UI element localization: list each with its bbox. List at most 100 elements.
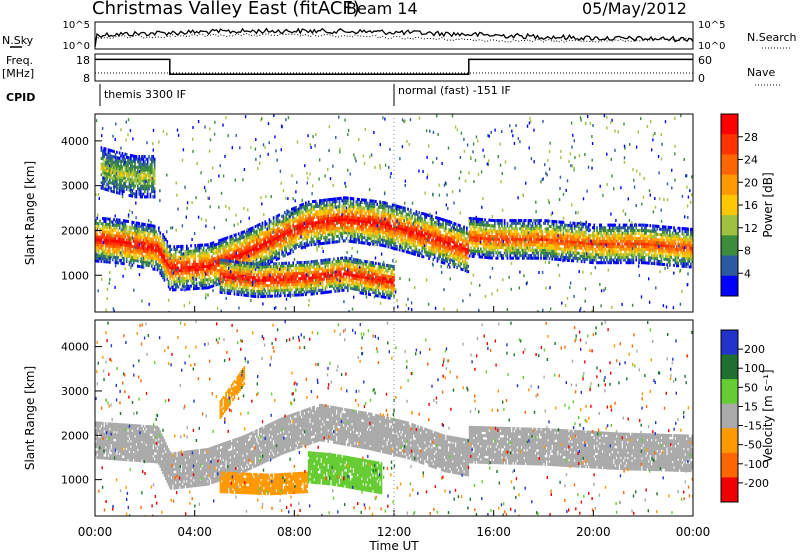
power-echo-cell [158, 229, 160, 233]
power-echo-cell [347, 202, 349, 205]
power-echo-cell [330, 290, 332, 294]
power-echo-cell [321, 261, 324, 265]
power-echo-cell [271, 275, 274, 279]
power-echo-cell [386, 285, 388, 289]
power-echo-cell [270, 236, 272, 240]
power-echo-cell [323, 231, 325, 234]
power-echo-cell [288, 261, 290, 265]
power-echo-cell [327, 222, 330, 226]
power-echo-cell [464, 255, 467, 259]
power-echo-cell [219, 269, 222, 273]
power-echo-cell [317, 215, 320, 219]
power-echo-cell [240, 247, 243, 251]
power-echo-cell [428, 257, 430, 260]
power-echo-cell [174, 253, 177, 257]
power-echo-cell [125, 238, 128, 242]
power-echo-cell [208, 277, 211, 281]
power-echo-cell [230, 276, 233, 279]
power-echo-cell [256, 248, 258, 252]
power-echo-cell [468, 230, 471, 234]
power-echo-cell [200, 259, 202, 263]
power-echo-cell [107, 260, 110, 264]
power-echo-cell [370, 202, 373, 206]
power-echo-cell [333, 240, 335, 244]
power-echo-cell [214, 281, 216, 285]
power-echo-cell [300, 222, 303, 226]
power-echo-cell [212, 273, 215, 277]
power-echo-cell [235, 260, 237, 264]
power-echo-cell [323, 291, 325, 295]
power-echo-cell [194, 246, 197, 250]
power-echo-cell [439, 233, 442, 237]
power-echo-cell [401, 214, 404, 218]
power-echo-cell [310, 205, 313, 209]
power-echo-cell [366, 204, 369, 208]
power-echo-cell [386, 290, 388, 294]
power-echo-cell [356, 235, 359, 239]
power-echo-cell [99, 227, 101, 231]
power-echo-cell [288, 288, 290, 292]
power-echo-cell [286, 272, 289, 276]
power-echo-cell [247, 288, 250, 292]
power-echo-cell [421, 230, 423, 234]
power-echo-cell [429, 246, 432, 250]
power-echo-cell [267, 237, 269, 241]
power-echo-cell [459, 232, 461, 236]
power-echo-cell [134, 237, 136, 241]
power-echo-cell [327, 203, 330, 207]
power-echo-cell [295, 293, 297, 297]
power-echo-cell [228, 278, 230, 282]
power-echo-cell [390, 278, 393, 281]
power-echo-cell [426, 253, 429, 257]
power-echo-cell [232, 265, 234, 269]
power-echo-cell [390, 275, 393, 279]
power-echo-cell [312, 216, 314, 220]
power-echo-cell [414, 217, 416, 221]
power-echo-cell [181, 277, 184, 281]
power-echo-cell [218, 247, 220, 251]
power-echo-cell [153, 248, 156, 252]
power-echo-cell [354, 232, 356, 236]
power-echo-cell [298, 218, 300, 222]
power-echo-cell [170, 285, 173, 289]
power-echo-cell [127, 252, 129, 256]
power-echo-cell [344, 201, 346, 205]
power-echo-cell [331, 197, 334, 201]
power-echo-cell [292, 239, 295, 243]
power-echo-cell [316, 291, 318, 295]
power-echo-cell [267, 232, 269, 236]
power-echo-cell [225, 250, 227, 254]
power-echo-cell [419, 243, 422, 247]
power-echo-cell [307, 279, 310, 283]
power-echo-cell [141, 262, 143, 266]
power-echo-cell [347, 259, 349, 263]
power-echo-cell [208, 248, 211, 252]
power-echo-cell [347, 272, 349, 276]
power-echo-cell [355, 277, 358, 281]
power-echo-cell [326, 241, 328, 245]
power-echo-cell [390, 227, 393, 231]
power-echo-cell [470, 246, 472, 250]
power-echo-cell [370, 288, 373, 291]
power-echo-cell [268, 253, 271, 257]
power-echo-cell [226, 283, 229, 287]
power-echo-cell [361, 225, 363, 229]
power-echo-cell [382, 292, 384, 296]
power-echo-cell [386, 282, 388, 286]
power-echo-cell [214, 246, 216, 250]
power-echo-cell [330, 224, 332, 228]
power-echo-cell [306, 260, 309, 264]
power-echo-cell [183, 255, 185, 259]
power-echo-cell [198, 265, 201, 269]
power-echo-cell [109, 223, 111, 227]
power-echo-cell [337, 284, 339, 287]
nsky-tick-bottom: 10^0 [63, 41, 90, 52]
power-echo-cell [296, 234, 299, 238]
power-echo-cell [414, 242, 416, 245]
power-echo-cell [288, 275, 290, 279]
power-echo-cell [401, 230, 404, 234]
power-echo-cell [128, 228, 131, 232]
power-echo-cell [351, 229, 353, 233]
power-echo-cell [396, 204, 398, 208]
power-echo-cell [114, 234, 117, 238]
